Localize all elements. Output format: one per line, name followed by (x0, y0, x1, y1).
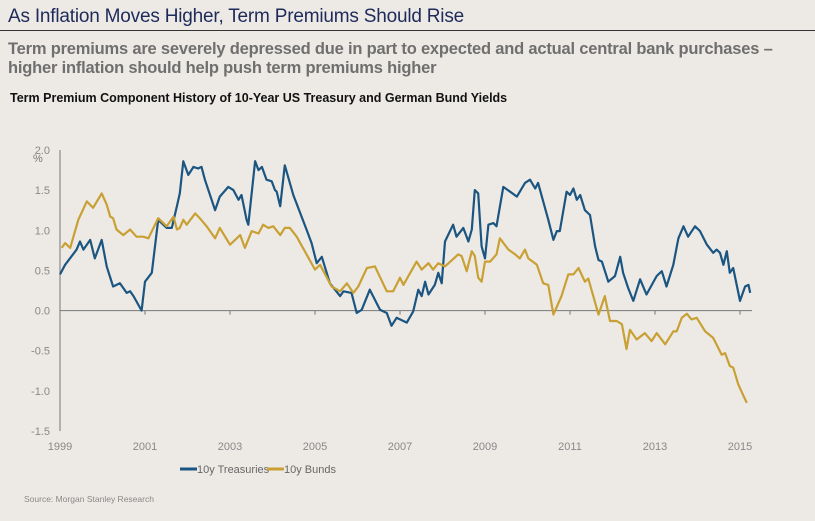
title-divider (0, 30, 815, 31)
chart-title: Term Premium Component History of 10-Yea… (10, 91, 508, 105)
y-tick-label: 0.0 (35, 306, 50, 318)
y-tick-label: 1.5 (35, 185, 50, 197)
y-tick-label: -1.5 (31, 426, 50, 438)
x-tick-label: 2009 (473, 441, 497, 453)
x-tick-label: 2003 (218, 441, 242, 453)
legend-label: 10y Treasuries (197, 464, 270, 476)
series-line-treasuries (59, 160, 752, 327)
page-title: As Inflation Moves Higher, Term Premiums… (8, 6, 464, 27)
x-tick-label: 2015 (728, 441, 752, 453)
page-subtitle: Term premiums are severely depressed due… (8, 40, 773, 77)
x-tick-label: 2007 (388, 441, 412, 453)
y-tick-label: -1.0 (31, 386, 50, 398)
x-tick-label: 2011 (558, 441, 582, 453)
source-note: Source: Morgan Stanley Research (24, 494, 154, 504)
y-tick-label: -0.5 (31, 346, 50, 358)
x-tick-label: 2013 (643, 441, 667, 453)
series-line-bunds (60, 192, 748, 404)
y-axis-unit-label: % (33, 153, 43, 165)
y-tick-label: 2.0 (35, 145, 50, 157)
x-tick-label: 1999 (48, 441, 72, 453)
x-tick-label: 2001 (133, 441, 157, 453)
legend-label: 10y Bunds (284, 464, 336, 476)
x-tick-label: 2005 (303, 441, 327, 453)
y-tick-label: 1.0 (35, 225, 50, 237)
y-tick-label: 0.5 (35, 265, 50, 277)
